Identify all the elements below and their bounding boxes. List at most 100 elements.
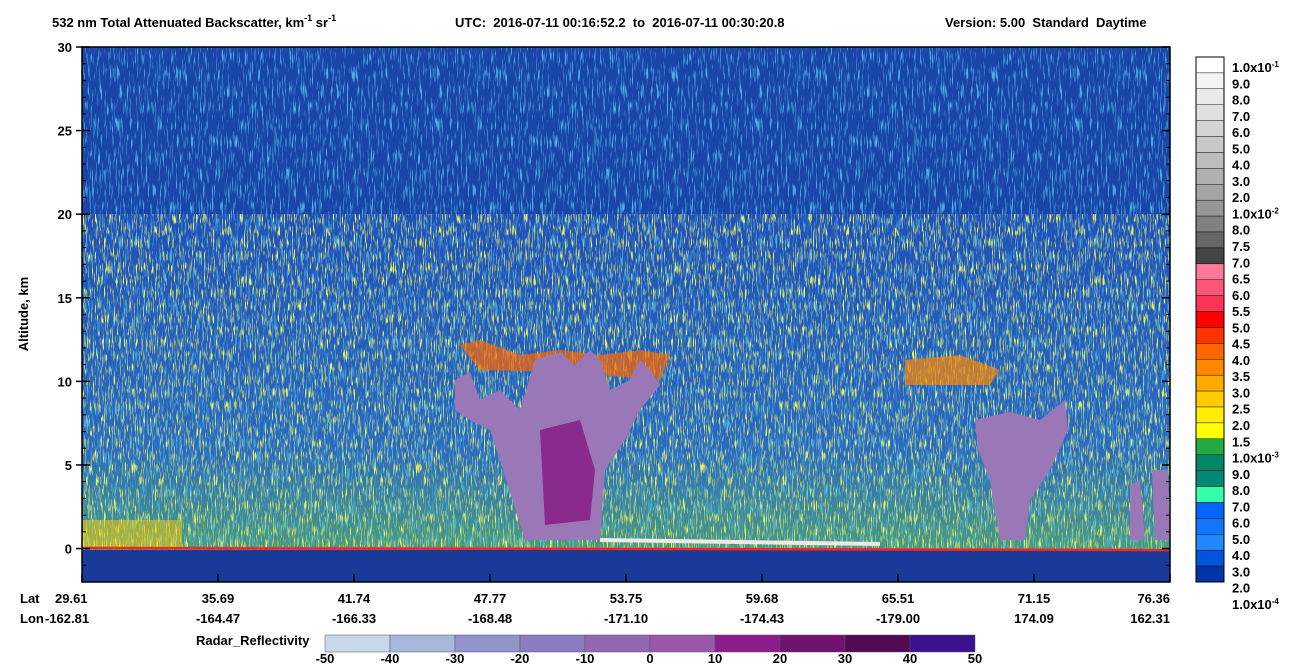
colorbar-segment (1195, 56, 1225, 74)
colorbar-segment (1195, 184, 1225, 201)
lat-label: 76.36 (1137, 591, 1170, 606)
y-tick-label: 30 (58, 40, 72, 55)
colorbar-label-text: 1.0x10 (1232, 451, 1272, 466)
colorbar-label: 3.0 (1232, 385, 1250, 400)
colorbar-label: 8.0 (1232, 93, 1250, 108)
colorbar-segment (1195, 279, 1225, 296)
lat-label: 53.75 (610, 591, 643, 606)
colorbar-segment (1195, 120, 1225, 137)
colorbar-segment (1195, 390, 1225, 408)
chart-title: 532 nm Total Attenuated Backscatter, km-… (52, 13, 336, 30)
colorbar-label: 2.0 (1232, 418, 1250, 433)
lat-label: 47.77 (474, 591, 507, 606)
colorbar-label: 3.0 (1232, 564, 1250, 579)
colorbar-segment (1195, 454, 1225, 471)
radar-tick-label: -10 (576, 651, 595, 666)
colorbar-segment (1195, 549, 1225, 567)
colorbar-label: 7.0 (1232, 499, 1250, 514)
colorbar-label: 5.0 (1232, 141, 1250, 156)
title-superscript: -1 (304, 13, 312, 23)
lat-label: 29.61 (55, 591, 88, 606)
radar-tick-label: 10 (708, 651, 722, 666)
radar-segment (714, 634, 781, 653)
colorbar-label: 9.0 (1232, 467, 1250, 482)
lon-label: -164.47 (196, 611, 240, 626)
colorbar-label: 7.0 (1232, 109, 1250, 124)
colorbar-label: 7.0 (1232, 255, 1250, 270)
colorbar-label: 3.5 (1232, 369, 1250, 384)
colorbar-segment (1195, 247, 1225, 265)
colorbar-frame (1195, 56, 1225, 583)
colorbar-segment (1195, 327, 1225, 344)
radar-segment (454, 634, 521, 653)
lat-label: 65.51 (882, 591, 915, 606)
lon-label: -166.33 (332, 611, 376, 626)
radar-tick-label: 40 (903, 651, 917, 666)
colorbar-segment (1195, 565, 1225, 583)
y-tick-label: 0 (65, 542, 72, 557)
title-text: sr (312, 15, 328, 30)
y-axis-label: Altitude, km (16, 277, 31, 351)
lon-label: -168.48 (468, 611, 512, 626)
colorbar-label: 7.5 (1232, 239, 1250, 254)
colorbar-label-exp: -1 (1272, 60, 1280, 69)
lon-label: -171.10 (604, 611, 648, 626)
title-version: Version: 5.00 Standard Daytime (945, 15, 1147, 30)
colorbar-label: 6.0 (1232, 288, 1250, 303)
colorbar-segment (1195, 438, 1225, 455)
colorbar-segment (1195, 359, 1225, 376)
title-utc: UTC: 2016-07-11 00:16:52.2 to 2016-07-11… (455, 15, 785, 30)
lat-label: 71.15 (1018, 591, 1051, 606)
lon-label: -174.43 (740, 611, 784, 626)
colorbar-label: 1.0x10-1 (1232, 60, 1279, 75)
colorbar-label: 1.0x10-4 (1232, 597, 1279, 612)
colorbar-segment (1195, 295, 1225, 312)
colorbar-label: 3.0 (1232, 174, 1250, 189)
row-label: Lat (20, 591, 40, 606)
colorbar-segment (1195, 231, 1225, 249)
colorbar-label: 5.0 (1232, 532, 1250, 547)
colorbar-label-text: 1.0x10 (1232, 597, 1272, 612)
colorbar-label: 4.0 (1232, 158, 1250, 173)
colorbar-segment (1195, 104, 1225, 121)
colorbar-segment (1195, 534, 1225, 551)
colorbar-segment (1195, 136, 1225, 153)
colorbar-label: 5.5 (1232, 304, 1250, 319)
colorbar-segment (1195, 470, 1225, 487)
y-tick-label: 5 (65, 458, 72, 473)
colorbar-segment (1195, 502, 1225, 519)
colorbar-label-text: 1.0x10 (1232, 206, 1272, 221)
colorbar-label: 4.5 (1232, 337, 1250, 352)
y-tick-label: 20 (58, 207, 72, 222)
curtain-image (81, 46, 1171, 583)
radar-segment (389, 634, 456, 653)
radar-tick-label: -20 (511, 651, 530, 666)
colorbar-segment (1195, 215, 1225, 233)
radar-tick-label: -50 (316, 651, 335, 666)
colorbar-segment (1195, 168, 1225, 185)
colorbar-label-exp: -4 (1272, 597, 1280, 606)
title-text: 532 nm Total Attenuated Backscatter, km (52, 15, 304, 30)
y-tick-label: 10 (58, 374, 72, 389)
colorbar-label: 8.0 (1232, 223, 1250, 238)
colorbar-segment (1195, 374, 1225, 392)
colorbar-label: 2.5 (1232, 402, 1250, 417)
colorbar-segment (1195, 406, 1225, 424)
colorbar-segment (1195, 152, 1225, 169)
lat-label: 59.68 (746, 591, 779, 606)
lon-label: -162.81 (45, 611, 89, 626)
colorbar-label-text: 1.0x10 (1232, 60, 1272, 75)
colorbar-label: 4.0 (1232, 548, 1250, 563)
radar-label: Radar_Reflectivity (196, 633, 310, 648)
colorbar-label: 1.0x10-2 (1232, 206, 1279, 221)
radar-tick-label: -40 (381, 651, 400, 666)
radar-segment (844, 634, 911, 653)
colorbar-label: 6.0 (1232, 125, 1250, 140)
lon-label: 162.31 (1130, 611, 1170, 626)
title-superscript: -1 (328, 13, 336, 23)
radar-segment (519, 634, 586, 653)
radar-tick-label: -30 (446, 651, 465, 666)
radar-segment (779, 634, 846, 653)
colorbar-label: 8.0 (1232, 483, 1250, 498)
